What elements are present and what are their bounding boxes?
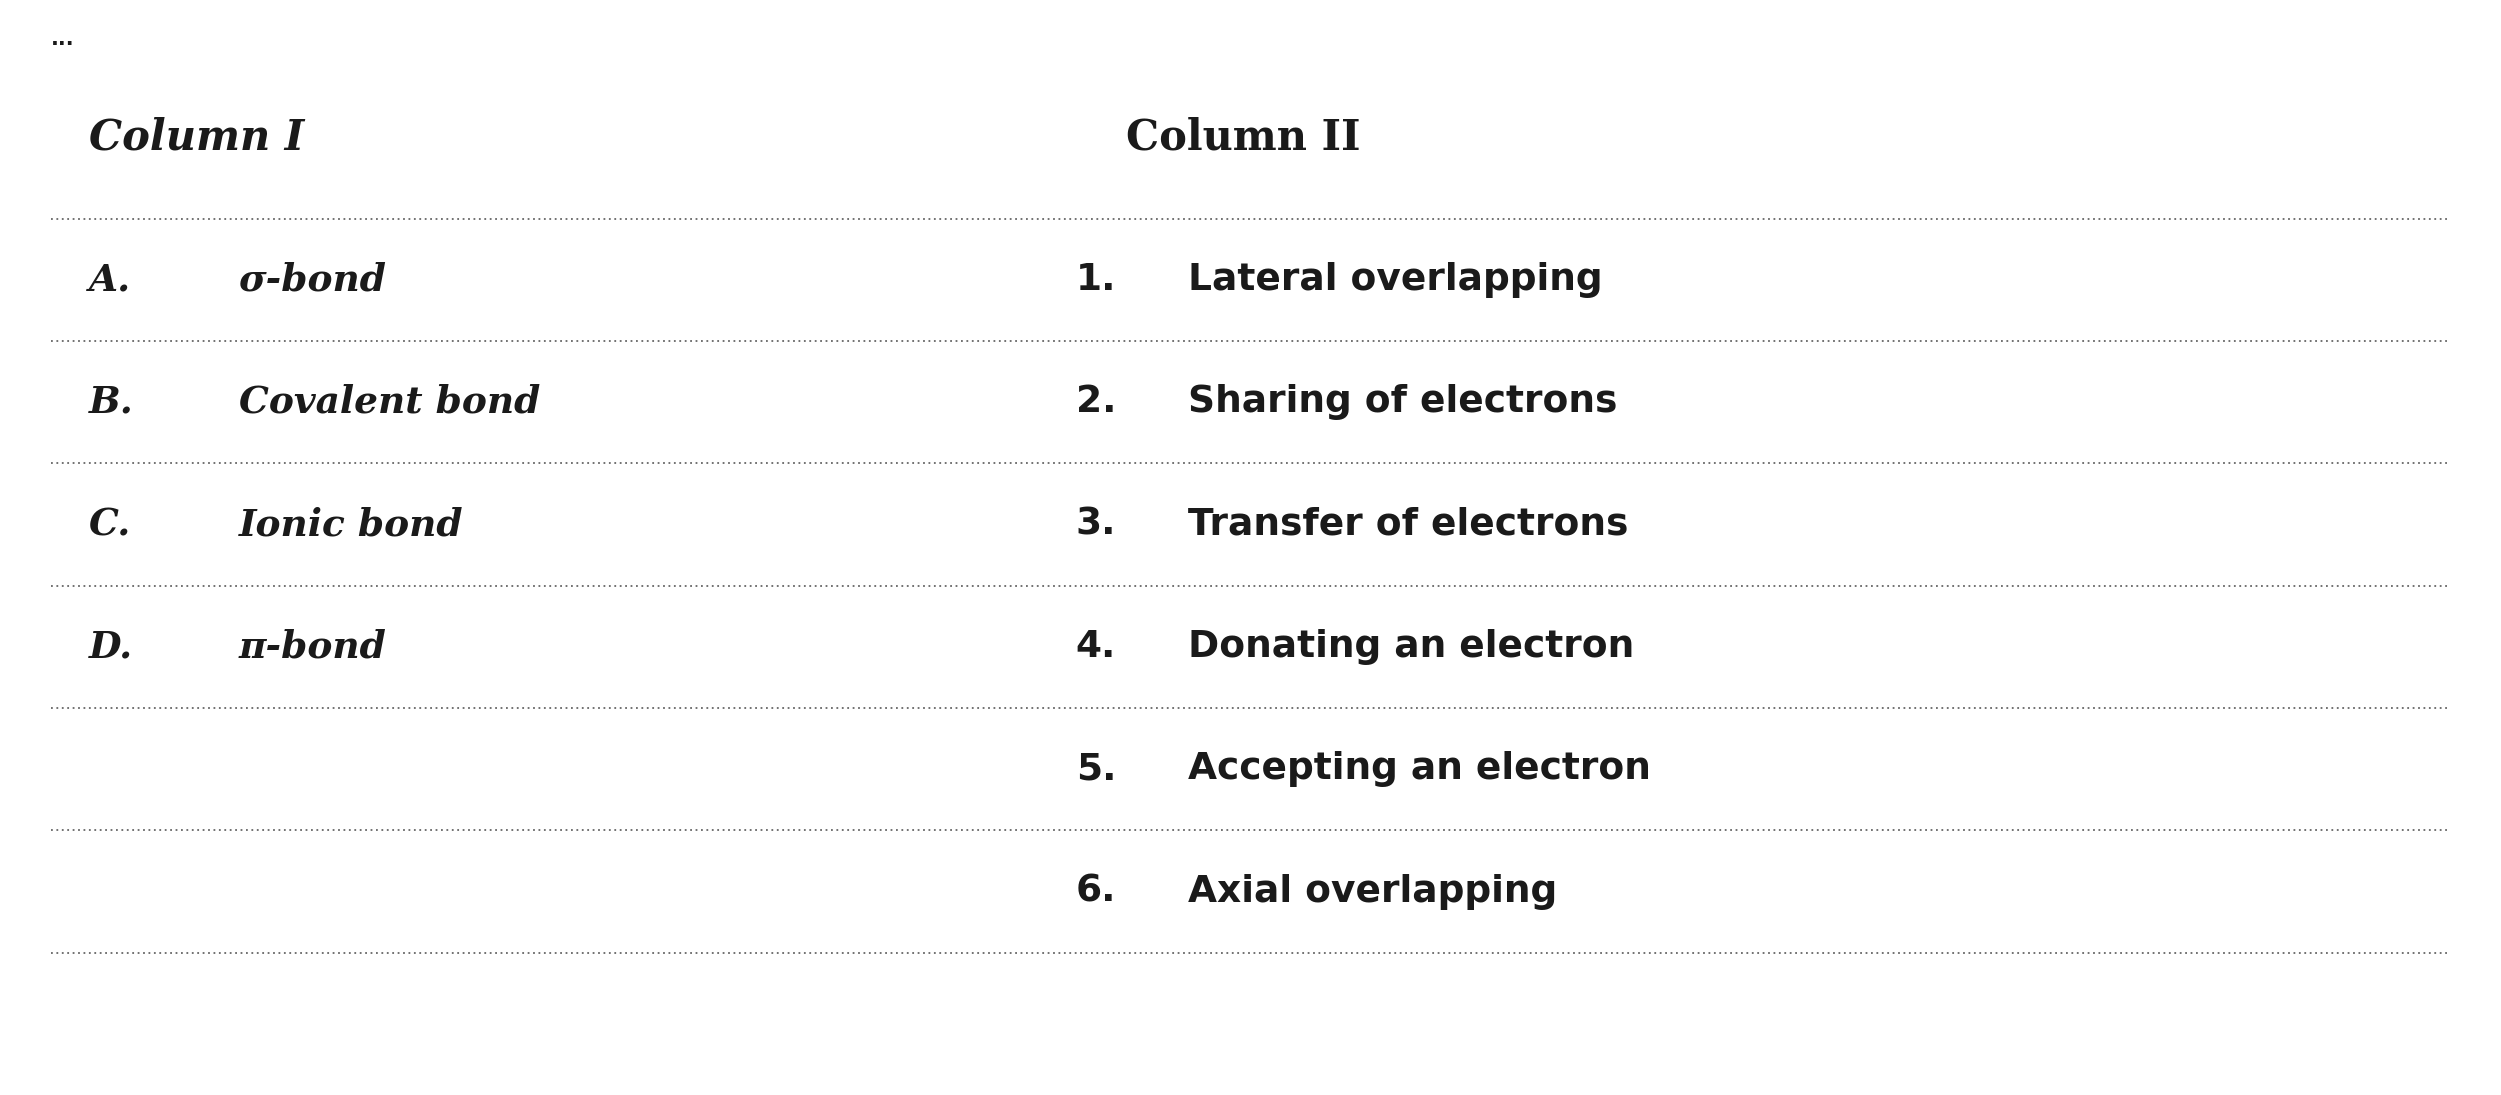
Text: Ionic bond: Ionic bond [238, 506, 463, 543]
Text: B.: B. [90, 383, 133, 420]
Text: 5.: 5. [1075, 751, 1115, 787]
Text: A.: A. [90, 262, 130, 299]
Text: D.: D. [90, 629, 133, 666]
Text: Covalent bond: Covalent bond [238, 383, 540, 420]
Text: Sharing of electrons: Sharing of electrons [1188, 384, 1618, 420]
Text: Donating an electron: Donating an electron [1188, 629, 1633, 665]
Text: C.: C. [90, 506, 130, 543]
Text: σ-bond: σ-bond [238, 262, 388, 299]
Text: 3.: 3. [1075, 507, 1115, 542]
Text: Accepting an electron: Accepting an electron [1188, 751, 1651, 787]
Text: Column II: Column II [1125, 117, 1361, 159]
Text: 2.: 2. [1075, 384, 1115, 420]
Text: 1.: 1. [1075, 262, 1115, 298]
Text: ...: ... [53, 28, 75, 48]
Text: 6.: 6. [1075, 874, 1115, 910]
Text: Lateral overlapping: Lateral overlapping [1188, 262, 1603, 298]
Text: 4.: 4. [1075, 629, 1115, 665]
Text: π-bond: π-bond [238, 629, 388, 666]
Text: Transfer of electrons: Transfer of electrons [1188, 507, 1628, 542]
Text: Column I: Column I [90, 117, 305, 159]
Text: Axial overlapping: Axial overlapping [1188, 874, 1558, 910]
